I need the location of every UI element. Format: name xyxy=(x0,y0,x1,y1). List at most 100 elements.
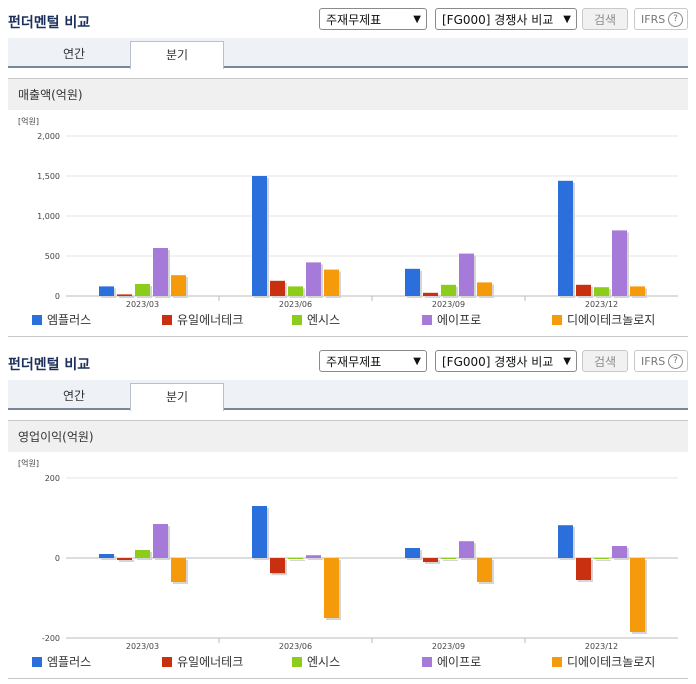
bar xyxy=(135,550,150,558)
bar xyxy=(612,546,627,558)
legend-swatch xyxy=(422,315,432,325)
unit-label: [억원] xyxy=(18,458,39,468)
y-tick-label: -200 xyxy=(42,634,60,643)
ifrs-button[interactable]: IFRS? xyxy=(634,8,688,30)
bar xyxy=(594,287,609,296)
x-tick-label: 2023/09 xyxy=(432,300,465,309)
panel-title: 펀더멘털 비교 xyxy=(8,357,91,373)
section-title: 영업이익(억원) xyxy=(8,420,688,452)
legend-swatch xyxy=(292,315,302,325)
legend-label: 에이프로 xyxy=(437,313,482,327)
legend-label: 엠플러스 xyxy=(47,655,92,669)
bar xyxy=(117,558,132,560)
section-title: 매출액(억원) xyxy=(8,78,688,110)
statement-select-value: 주재무제표 xyxy=(326,13,382,27)
legend-item[interactable]: 유일에너테크 xyxy=(162,654,243,670)
y-tick-label: 2,000 xyxy=(37,132,60,141)
chevron-down-icon: ▼ xyxy=(563,356,571,367)
sales-bar-chart: [억원] 0 500 1,000 1,500 2,000 2023/03 2023/06 202… xyxy=(18,116,678,309)
legend-swatch xyxy=(552,657,562,667)
legend-label: 디에이테크놀로지 xyxy=(567,313,656,327)
x-tick-label: 2023/12 xyxy=(585,300,618,309)
bar xyxy=(306,262,321,296)
ifrs-label: IFRS xyxy=(641,355,666,368)
bar xyxy=(306,555,321,558)
bar-shadow xyxy=(425,294,440,298)
x-tick-label: 2023/09 xyxy=(432,642,465,651)
legend-swatch xyxy=(162,315,172,325)
legend-label: 에이프로 xyxy=(437,655,482,669)
legend-item[interactable]: 에이프로 xyxy=(422,312,481,328)
search-button[interactable]: 검색 xyxy=(582,350,628,372)
bar xyxy=(324,558,339,618)
statement-select[interactable]: 주재무제표 ▼ xyxy=(319,8,427,30)
y-tick-label: 0 xyxy=(55,292,60,301)
legend-swatch xyxy=(292,657,302,667)
legend-item[interactable]: 유일에너테크 xyxy=(162,312,243,328)
y-tick-label: 0 xyxy=(55,554,60,563)
statement-select[interactable]: 주재무제표 ▼ xyxy=(319,350,427,372)
bar xyxy=(477,558,492,582)
divider xyxy=(8,336,688,337)
bar xyxy=(153,524,168,558)
tab-quarterly[interactable]: 분기 xyxy=(130,41,224,69)
legend-item[interactable]: 엠플러스 xyxy=(32,654,91,670)
bar xyxy=(594,558,609,559)
legend-swatch xyxy=(32,315,42,325)
bar xyxy=(630,286,645,296)
chart-legend: 엠플러스 유일에너테크 엔시스 에이프로 디에이테크놀로지 xyxy=(32,312,682,328)
operating-profit-bar-chart: [억원] -200 0 200 2023/03 2023/06 2023/09 2023/12 xyxy=(18,458,678,651)
tab-quarterly[interactable]: 분기 xyxy=(130,383,224,411)
bar xyxy=(270,280,285,296)
legend-swatch xyxy=(552,315,562,325)
bar xyxy=(423,292,438,296)
legend-item[interactable]: 엔시스 xyxy=(292,312,340,328)
legend-item[interactable]: 에이프로 xyxy=(422,654,481,670)
fundamental-panel-operating-profit: 펀더멘털 비교 주재무제표 ▼ [FG000] 경쟁사 비교 ▼ 검색 IFRS? … xyxy=(0,342,696,684)
legend-item[interactable]: 디에이테크놀로지 xyxy=(552,312,655,328)
legend-label: 유일에너테크 xyxy=(177,655,244,669)
compare-select[interactable]: [FG000] 경쟁사 비교 ▼ xyxy=(435,8,577,30)
help-icon[interactable]: ? xyxy=(668,12,683,27)
legend-label: 엠플러스 xyxy=(47,313,92,327)
search-button[interactable]: 검색 xyxy=(582,8,628,30)
chevron-down-icon: ▼ xyxy=(413,356,421,367)
bar xyxy=(171,558,186,582)
bar xyxy=(441,284,456,296)
bar xyxy=(99,554,114,558)
bar xyxy=(288,558,303,559)
legend-item[interactable]: 디에이테크놀로지 xyxy=(552,654,655,670)
tab-annual[interactable]: 연간 xyxy=(62,389,86,403)
bar xyxy=(630,558,645,632)
bar xyxy=(576,284,591,296)
bar xyxy=(423,558,438,562)
x-tick-label: 2023/06 xyxy=(279,300,312,309)
y-tick-label: 500 xyxy=(45,252,60,261)
bar-shadow xyxy=(290,560,305,561)
help-icon[interactable]: ? xyxy=(668,354,683,369)
legend-swatch xyxy=(162,657,172,667)
unit-label: [억원] xyxy=(18,116,39,126)
ifrs-button[interactable]: IFRS? xyxy=(634,350,688,372)
bar xyxy=(612,230,627,296)
panel-title: 펀더멘털 비교 xyxy=(8,15,91,31)
compare-select-value: [FG000] 경쟁사 비교 xyxy=(442,355,554,369)
bar xyxy=(405,268,420,296)
chevron-down-icon: ▼ xyxy=(563,14,571,25)
chevron-down-icon: ▼ xyxy=(413,14,421,25)
bar-shadow xyxy=(119,560,134,562)
compare-select[interactable]: [FG000] 경쟁사 비교 ▼ xyxy=(435,350,577,372)
legend-label: 디에이테크놀로지 xyxy=(567,655,656,669)
tab-annual[interactable]: 연간 xyxy=(62,47,86,61)
bar xyxy=(135,284,150,296)
bar xyxy=(270,558,285,574)
period-tabs: 연간 분기 xyxy=(8,380,688,411)
bar-shadow xyxy=(119,296,134,298)
x-tick-label: 2023/03 xyxy=(126,642,159,651)
bar xyxy=(171,275,186,296)
legend-label: 유일에너테크 xyxy=(177,313,244,327)
legend-swatch xyxy=(32,657,42,667)
legend-item[interactable]: 엠플러스 xyxy=(32,312,91,328)
legend-item[interactable]: 엔시스 xyxy=(292,654,340,670)
bar xyxy=(99,286,114,296)
